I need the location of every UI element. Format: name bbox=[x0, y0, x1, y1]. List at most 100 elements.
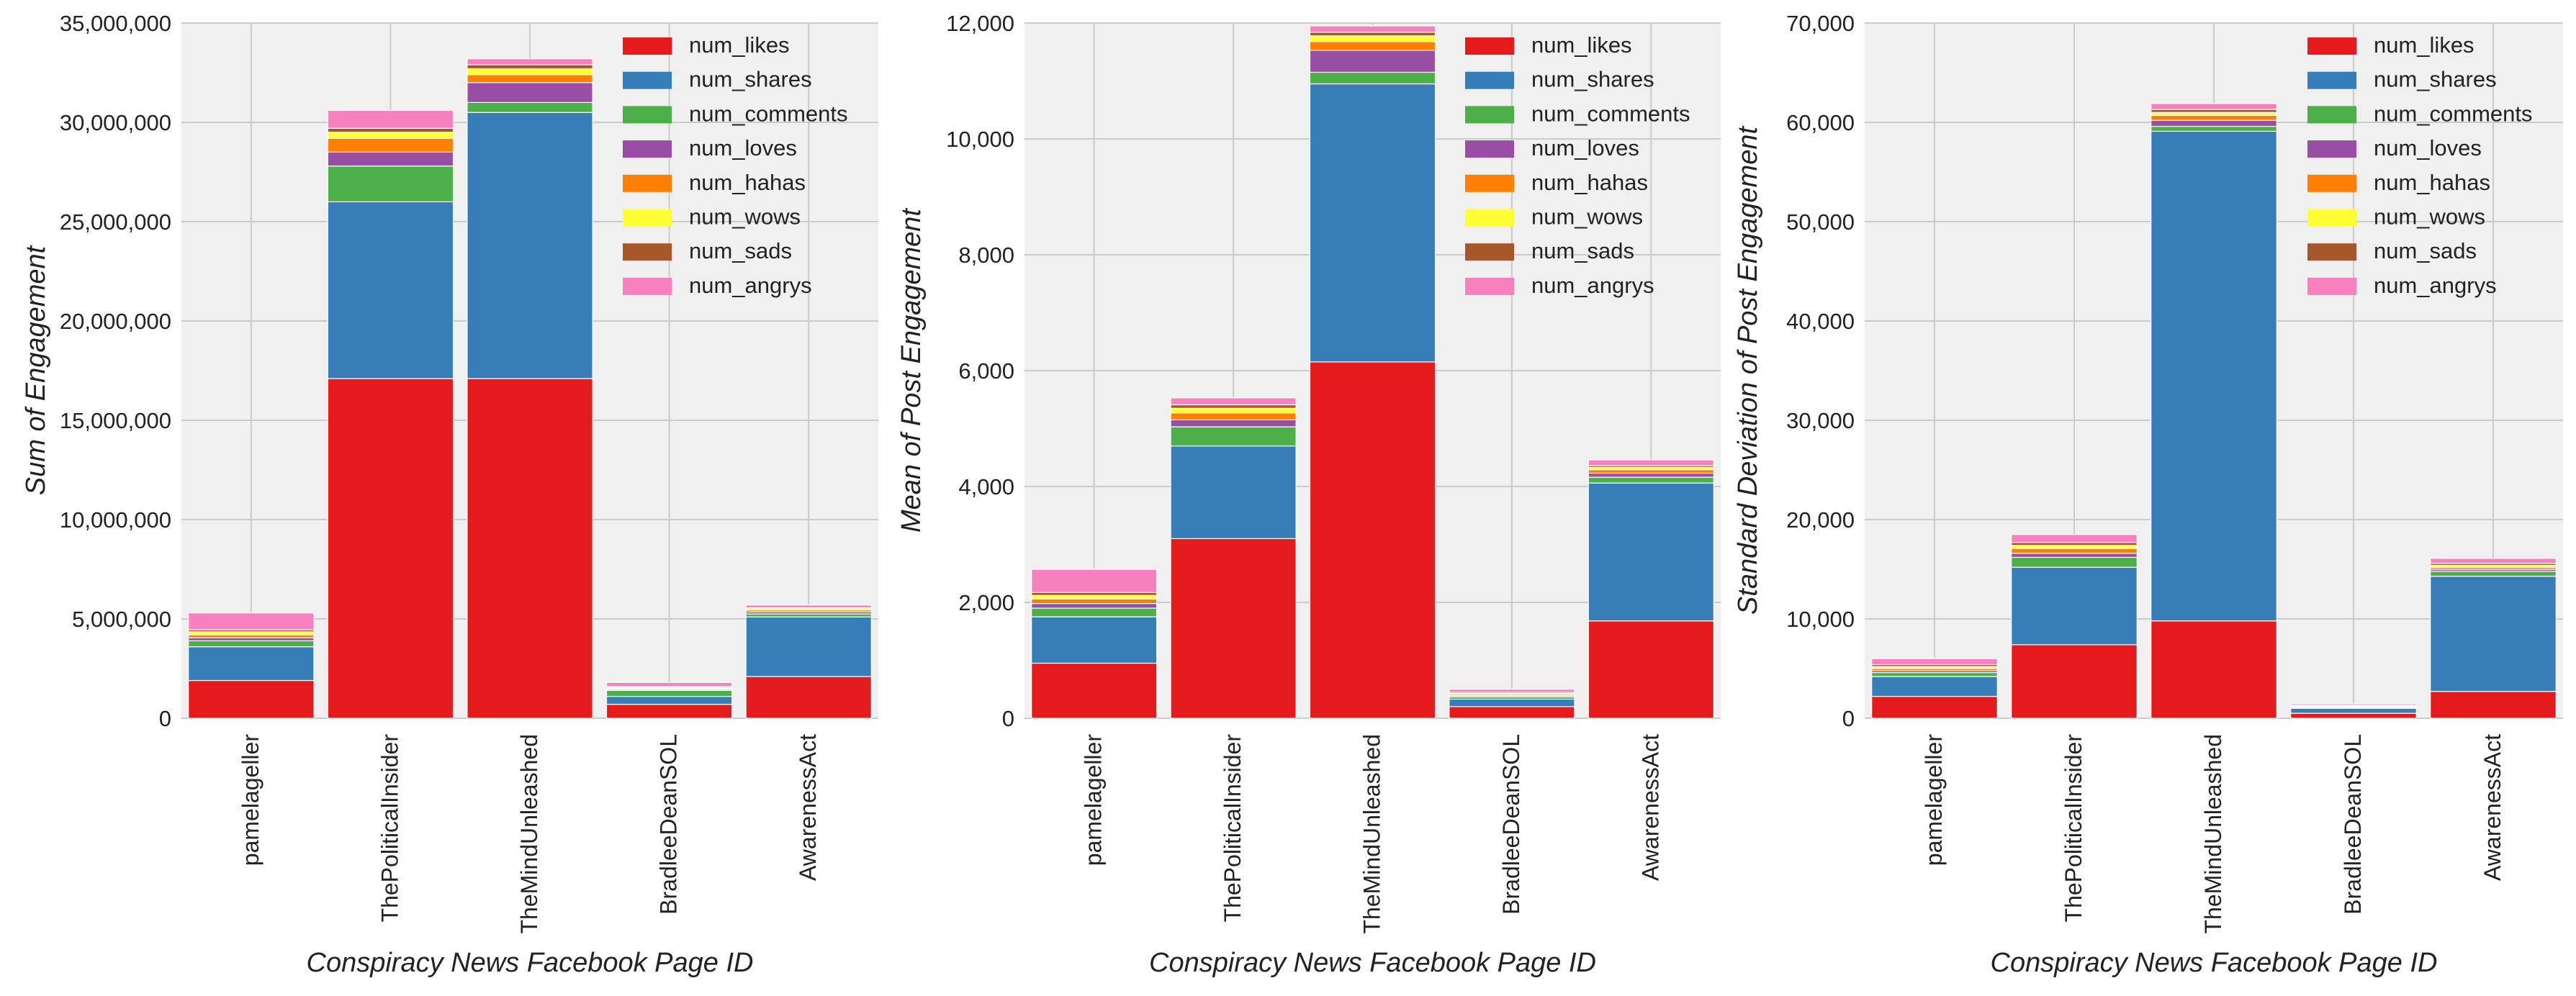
bar-segment-num_comments bbox=[2430, 571, 2557, 577]
bar-segment-num_comments bbox=[1871, 671, 1998, 677]
y-tick-label: 50,000 bbox=[1786, 209, 1855, 235]
y-tick-label: 4,000 bbox=[958, 474, 1014, 499]
x-axis-label: Conspiracy News Facebook Page ID bbox=[1149, 948, 1596, 978]
y-tick-label: 70,000 bbox=[1786, 11, 1855, 36]
legend-label: num_comments bbox=[2374, 101, 2533, 126]
bar-segment-num_shares bbox=[605, 696, 733, 705]
legend-swatch bbox=[2307, 277, 2356, 295]
x-tick-label: BradleeDeanSOL bbox=[2340, 734, 2366, 915]
bar-segment-num_comments bbox=[1031, 607, 1158, 617]
x-tick-label: TheMindUnleashed bbox=[516, 734, 542, 934]
x-tick-label: AwarenessAct bbox=[1637, 734, 1663, 881]
bar-segment-num_comments bbox=[1588, 476, 1714, 484]
x-tick-label: AwarenessAct bbox=[2480, 734, 2505, 881]
bar-segment-num_shares bbox=[467, 112, 593, 379]
bar-segment-num_shares bbox=[745, 616, 872, 677]
bar-segment-num_shares bbox=[2011, 566, 2138, 646]
legend-swatch bbox=[1465, 71, 1514, 89]
legend-label: num_sads bbox=[1531, 238, 1634, 263]
legend-label: num_wows bbox=[2374, 204, 2485, 230]
bar-segment-num_wows bbox=[1031, 594, 1158, 599]
y-axis-label: Standard Deviation of Post Engagement bbox=[1733, 126, 1763, 615]
bar-segment-num_shares bbox=[1871, 676, 1998, 697]
bar-segment-num_likes bbox=[605, 704, 733, 719]
y-tick-label: 10,000,000 bbox=[60, 507, 171, 533]
bar-segment-num_loves bbox=[1170, 419, 1297, 427]
legend-swatch bbox=[1465, 209, 1514, 227]
legend-swatch bbox=[2307, 140, 2356, 158]
legend-label: num_likes bbox=[689, 32, 790, 58]
y-tick-label: 0 bbox=[159, 706, 171, 731]
legend-swatch bbox=[623, 106, 672, 124]
y-tick-label: 15,000,000 bbox=[60, 408, 171, 433]
legend-label: num_angrys bbox=[2374, 273, 2497, 298]
bar-segment-num_comments bbox=[327, 166, 454, 203]
bar-segment-num_sads bbox=[2011, 542, 2138, 546]
legend-swatch bbox=[2307, 37, 2356, 55]
bar-segment-num_angrys bbox=[2151, 103, 2277, 110]
legend-label: num_hahas bbox=[2374, 170, 2490, 195]
x-tick-label: BradleeDeanSOL bbox=[1498, 734, 1524, 915]
y-tick-label: 2,000 bbox=[958, 590, 1014, 615]
bar-segment-num_angrys bbox=[2011, 534, 2138, 543]
legend-swatch bbox=[1465, 174, 1514, 192]
bar-segment-num_shares bbox=[1309, 83, 1436, 363]
y-tick-label: 60,000 bbox=[1786, 110, 1855, 135]
legend-label: num_hahas bbox=[689, 170, 806, 195]
bar-segment-num_sads bbox=[467, 64, 593, 70]
bar-segment-num_comments bbox=[188, 640, 315, 648]
legend-swatch bbox=[623, 174, 672, 192]
x-axis-label: Conspiracy News Facebook Page ID bbox=[307, 948, 754, 978]
legend-label: num_loves bbox=[689, 135, 797, 160]
bar-segment-num_angrys bbox=[467, 58, 593, 65]
bar-segment-num_loves bbox=[2011, 553, 2138, 558]
bar-segment-num_angrys bbox=[1031, 569, 1158, 593]
y-axis-label: Sum of Engagement bbox=[21, 245, 51, 495]
bar-segment-num_wows bbox=[2011, 545, 2138, 549]
bar-segment-num_likes bbox=[2290, 712, 2417, 719]
x-tick-label: ThePoliticalInsider bbox=[1220, 734, 1246, 923]
bar-segment-num_loves bbox=[2151, 119, 2277, 127]
bar-segment-num_shares bbox=[2430, 576, 2557, 692]
y-tick-label: 20,000,000 bbox=[60, 309, 171, 334]
chart-panel-1: 0 5,000,000 10,000,000 15,000,000 20,000,000… bbox=[21, 11, 878, 978]
x-tick-label: AwarenessAct bbox=[795, 734, 821, 881]
y-tick-label: 10,000 bbox=[1786, 607, 1855, 632]
legend-swatch bbox=[2307, 209, 2356, 227]
legend-swatch bbox=[623, 140, 672, 158]
bar-segment-num_angrys bbox=[605, 682, 733, 687]
y-tick-label: 0 bbox=[1002, 706, 1014, 731]
bar-segment-num_shares bbox=[2290, 707, 2417, 714]
bar-segment-num_likes bbox=[1309, 361, 1436, 719]
bar-segment-num_hahas bbox=[327, 137, 454, 153]
bar-segment-num_sads bbox=[1309, 32, 1436, 37]
legend-label: num_loves bbox=[2374, 135, 2482, 160]
legend-label: num_angrys bbox=[1531, 273, 1654, 298]
bar-segment-num_comments bbox=[2011, 556, 2138, 568]
y-tick-label: 40,000 bbox=[1786, 309, 1855, 334]
bar-segment-num_wows bbox=[1170, 407, 1297, 414]
legend-swatch bbox=[2307, 106, 2356, 124]
bar-segment-num_hahas bbox=[1588, 469, 1714, 474]
legend-label: num_shares bbox=[1531, 67, 1654, 92]
bar-segment-num_sads bbox=[2151, 109, 2277, 113]
y-tick-label: 35,000,000 bbox=[60, 11, 171, 36]
y-tick-label: 30,000 bbox=[1786, 408, 1855, 433]
bar-segment-num_likes bbox=[1449, 706, 1575, 719]
legend-label: num_likes bbox=[1531, 32, 1632, 58]
y-axis-label: Mean of Post Engagement bbox=[896, 208, 927, 533]
y-tick-label: 12,000 bbox=[946, 11, 1014, 36]
y-tick-label: 8,000 bbox=[958, 243, 1014, 268]
x-tick-label: pamelageller bbox=[1921, 734, 1947, 866]
bar-segment-num_wows bbox=[2151, 112, 2277, 116]
y-tick-label: 25,000,000 bbox=[60, 209, 171, 235]
bar-segment-num_angrys bbox=[1449, 689, 1575, 693]
x-tick-label: TheMindUnleashed bbox=[2200, 734, 2226, 934]
bar-segment-num_hahas bbox=[1170, 412, 1297, 421]
x-tick-label: BradleeDeanSOL bbox=[656, 734, 682, 915]
bar-segment-num_shares bbox=[188, 646, 315, 682]
bar-segment-num_hahas bbox=[2151, 114, 2277, 121]
y-tick-label: 10,000 bbox=[946, 127, 1014, 152]
legend-label: num_sads bbox=[689, 238, 792, 263]
bar-segment-num_likes bbox=[2011, 644, 2138, 719]
